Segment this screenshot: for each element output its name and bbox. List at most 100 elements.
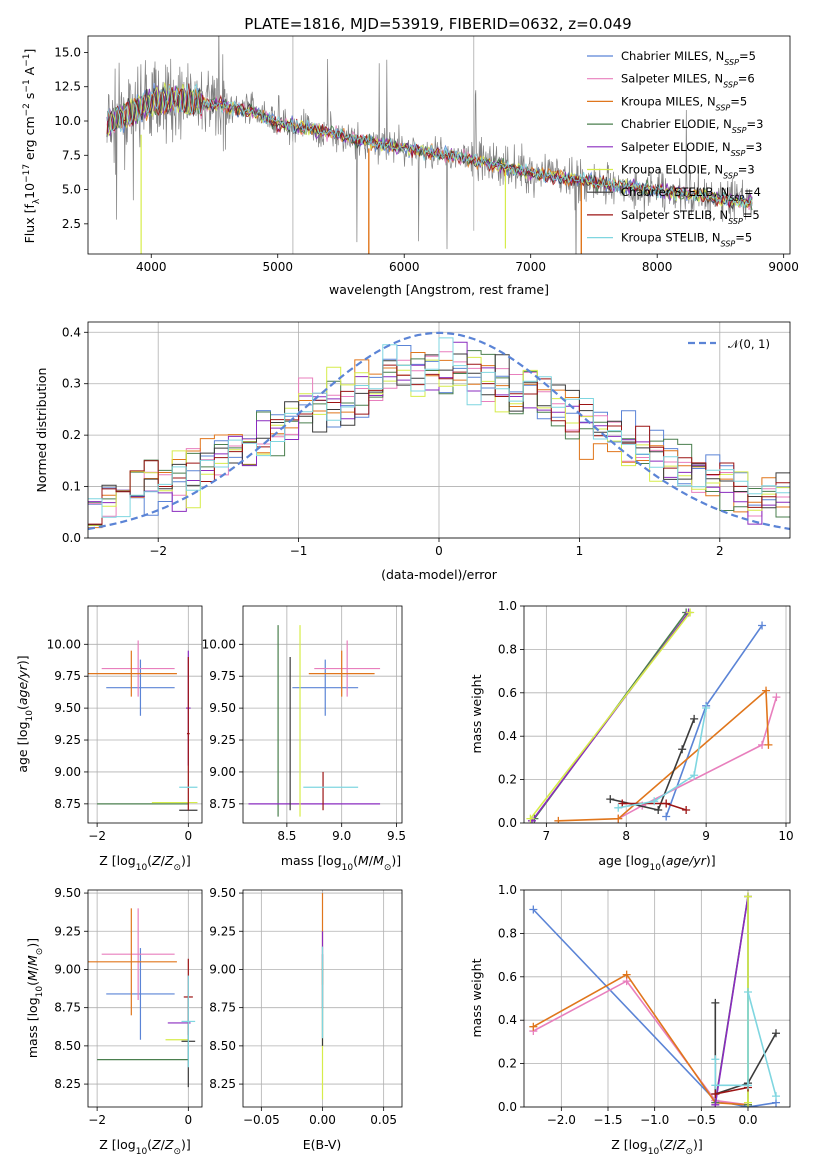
y-tick-label: 9.00	[54, 962, 81, 976]
legend-sub: SSP	[723, 171, 738, 180]
mass-vs-z-xlabel: Z [log10(Z/Z⊙)]	[99, 1137, 191, 1157]
weight-marker	[554, 816, 563, 823]
y-tick-label: 0.8	[498, 926, 517, 940]
x-tick-label: 0.00	[309, 1113, 336, 1127]
y-tick-label: 9.00	[54, 765, 81, 779]
y-tick-label: 10.00	[47, 637, 81, 651]
y-tick-label: 9.00	[209, 962, 236, 976]
x-tick-label: 10	[778, 829, 793, 843]
label-part: Z	[676, 1137, 686, 1152]
label-part: ⊙	[384, 863, 392, 873]
weight_vs_Z-plot-area	[529, 892, 780, 1107]
weight-line	[529, 612, 691, 820]
label-part: Z	[663, 1137, 673, 1152]
label-part: Z [log	[99, 853, 135, 868]
label-part: ⊙	[173, 1147, 181, 1157]
weight-marker	[690, 771, 699, 780]
weight-marker	[764, 740, 773, 749]
weight-vs-age-ylabel: mass weight	[469, 674, 484, 753]
weight-line	[714, 1002, 777, 1096]
weight-line	[715, 1086, 749, 1095]
weight_vs_age-plot-area	[526, 608, 781, 823]
y-tick-label: 0.0	[498, 1100, 517, 1114]
weight_vs_age-frame	[523, 605, 791, 824]
label-part: A	[22, 66, 37, 79]
legend-name: Chabrier ELODIE, N	[621, 117, 732, 131]
legend-sub: SSP	[728, 216, 743, 225]
x-tick-label: 4000	[136, 260, 167, 274]
legend-count: =6	[738, 72, 755, 86]
y-tick-label: 8.50	[54, 1039, 81, 1053]
legend-sub: SSP	[721, 239, 736, 248]
legend-entry: Chabrier STELIB, NSSP=4	[621, 185, 761, 203]
weight-marker	[662, 812, 671, 821]
x-tick-label: −0.05	[243, 1113, 280, 1127]
label-part: age [log	[598, 853, 649, 868]
label-part: )]	[391, 853, 401, 868]
x-tick-label: 5000	[262, 260, 293, 274]
mass_vs_Z-plot-area	[88, 908, 196, 1088]
label-part: )]	[181, 853, 191, 868]
y-tick-label: 0.2	[498, 1057, 517, 1071]
label-part: Z	[164, 1137, 174, 1152]
label-part: erg cm	[22, 116, 37, 164]
x-tick-label: 0	[184, 1113, 192, 1127]
label-part: mass [log	[281, 853, 342, 868]
legend-sub: SSP	[731, 148, 746, 157]
y-tick-label: 9.50	[54, 701, 81, 715]
y-tick-label: 8.75	[209, 797, 236, 811]
label-part: Z	[164, 853, 174, 868]
legend-entry: Salpeter MILES, NSSP=6	[621, 72, 755, 90]
weight-marker	[650, 797, 659, 806]
weight-line	[558, 688, 770, 822]
model-spectrum	[106, 84, 753, 211]
label-part: M	[25, 955, 40, 966]
weight-marker	[682, 805, 691, 814]
label-part: Z [log	[611, 1137, 647, 1152]
label-part: −17	[22, 164, 32, 183]
y-tick-label: 0.6	[498, 686, 517, 700]
model-spectrum	[106, 83, 753, 209]
label-part: age [log	[15, 721, 30, 772]
weight-marker	[711, 998, 720, 1007]
label-part: )]	[15, 655, 30, 665]
x-tick-label: 2	[716, 544, 724, 558]
residuals-legend-label: 𝒩(0, 1)	[728, 337, 770, 351]
y-tick-label: 1.0	[498, 599, 517, 613]
label-part: −1	[22, 54, 32, 67]
label-part: M	[373, 853, 384, 868]
y-tick-label: 9.25	[54, 924, 81, 938]
age_vs_Z-axes: −2 0 8.75 9.00 9.25 9.50 9.75 10.00	[47, 606, 202, 843]
weight-marker	[744, 892, 752, 901]
residual-histogram	[88, 337, 790, 518]
label-part: mass [log	[25, 997, 40, 1058]
weight-marker	[702, 703, 711, 712]
legend-count: =3	[745, 140, 762, 154]
mass-vs-z-ylabel: mass [log10(M/M⊙)]	[25, 938, 45, 1058]
weight-marker	[772, 693, 781, 702]
legend-count: =3	[738, 163, 755, 177]
weight-marker	[711, 1100, 720, 1107]
y-tick-label: 9.00	[209, 765, 236, 779]
legend-count: =5	[730, 94, 747, 108]
mass_vs_Z-frame	[87, 889, 203, 1108]
weight-marker	[711, 1081, 720, 1090]
y-tick-label: 0.6	[498, 970, 517, 984]
weight-marker	[686, 608, 695, 617]
weight-marker	[711, 1089, 720, 1098]
legend-count: =5	[739, 49, 756, 63]
figure-title: PLATE=1816, MJD=53919, FIBERID=0632, z=0…	[244, 15, 631, 33]
weight-marker	[690, 714, 699, 723]
y-tick-label: 1.0	[498, 883, 517, 897]
label-part: Z [log	[99, 1137, 135, 1152]
spectrum-plot-area	[106, 36, 753, 254]
label-part: age/yr	[15, 664, 30, 705]
label-part: M	[358, 853, 369, 868]
y-tick-label: 8.75	[54, 797, 81, 811]
weight-marker	[744, 1081, 752, 1090]
legend-count: =4	[744, 185, 761, 199]
y-tick-label: 9.25	[209, 924, 236, 938]
y-tick-label: 8.25	[209, 1077, 236, 1091]
y-tick-label: 9.50	[209, 701, 236, 715]
weight-marker	[744, 987, 752, 996]
